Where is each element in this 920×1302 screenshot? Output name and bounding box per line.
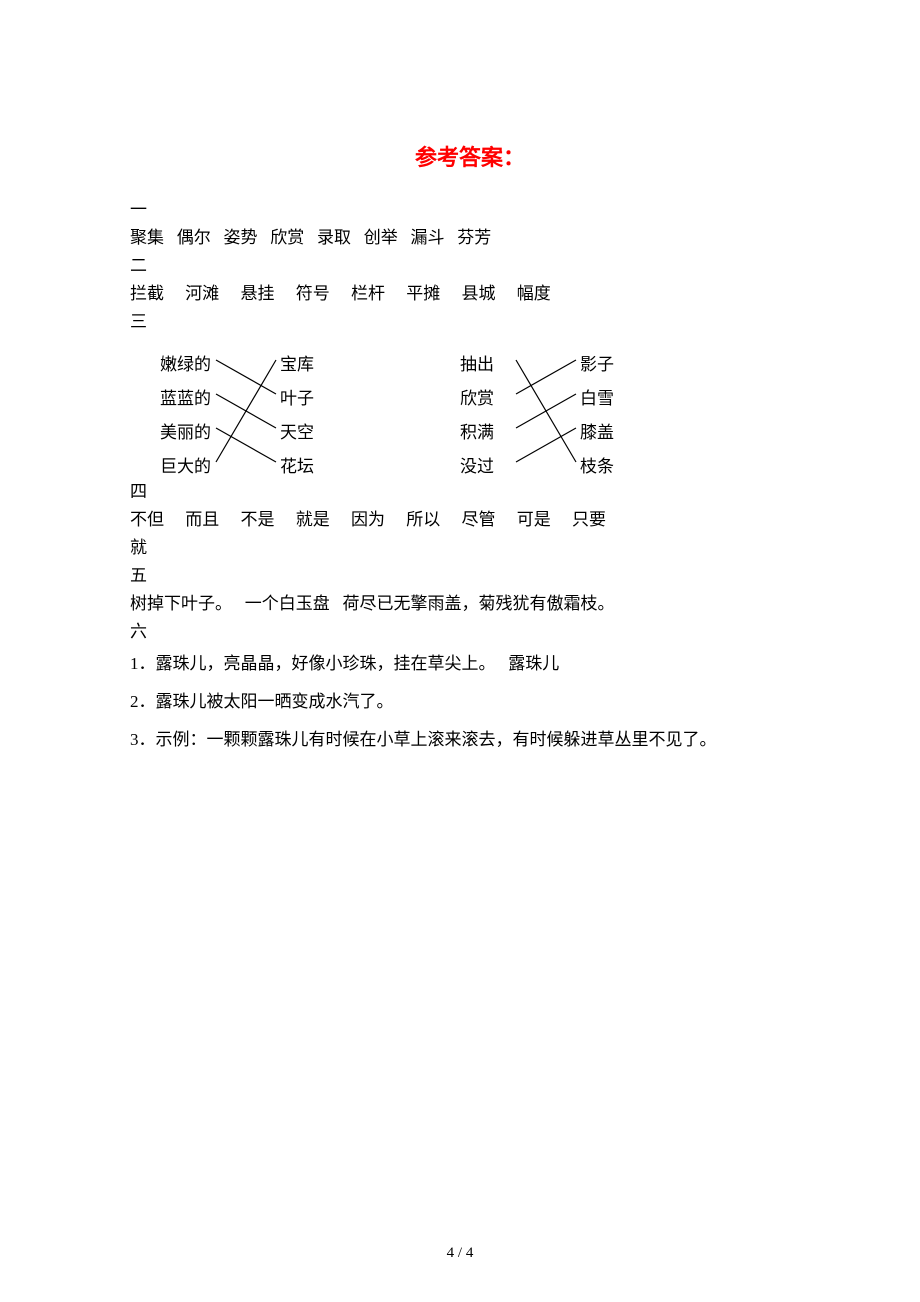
match-right-group-right-0: 影子 xyxy=(580,350,614,375)
section-5-text: 树掉下叶子。 一个白玉盘 荷尽已无擎雨盖，菊残犹有傲霜枝。 xyxy=(130,590,810,618)
match-left-group-left-1: 蓝蓝的 xyxy=(160,384,211,409)
match-left-group-edge-2-3 xyxy=(216,428,276,462)
match-right-group-left-3: 没过 xyxy=(460,452,494,477)
match-left-group-right-1: 叶子 xyxy=(280,384,314,409)
section-4-label: 四 xyxy=(130,478,810,506)
match-left-group-left-0: 嫩绿的 xyxy=(160,350,211,375)
section-6-item-3: 3．示例：一颗颗露珠儿有时候在小草上滚来滚去，有时候躲进草丛里不见了。 xyxy=(130,726,810,754)
section-6-item-2: 2．露珠儿被太阳一晒变成水汽了。 xyxy=(130,688,810,716)
match-left-group-edge-3-0 xyxy=(216,360,276,462)
section-4-line2: 就 xyxy=(130,534,810,562)
section-6-item-1: 1．露珠儿，亮晶晶，好像小珍珠，挂在草尖上。 露珠儿 xyxy=(130,650,810,678)
match-right-group-edge-1-0 xyxy=(516,360,576,394)
title-text: 参考答案： xyxy=(415,145,525,170)
section-6-label: 六 xyxy=(130,618,810,646)
page-footer: 4 / 4 xyxy=(0,1245,920,1262)
match-left-group-right-3: 花坛 xyxy=(280,452,314,477)
section-3-label: 三 xyxy=(130,308,810,336)
matching-diagram: 嫩绿的蓝蓝的美丽的巨大的宝库叶子天空花坛抽出欣赏积满没过影子白雪膝盖枝条 xyxy=(130,342,670,472)
match-right-group-edge-2-1 xyxy=(516,394,576,428)
match-right-group-right-1: 白雪 xyxy=(580,384,614,409)
match-right-group-edge-3-2 xyxy=(516,428,576,462)
match-right-group-right-3: 枝条 xyxy=(580,452,614,477)
match-left-group-left-3: 巨大的 xyxy=(160,452,211,477)
page: 参考答案： 一 聚集 偶尔 姿势 欣赏 录取 创举 漏斗 芬芳 二 拦截 河滩 … xyxy=(0,0,920,1302)
match-left-group-edge-0-1 xyxy=(216,360,276,394)
match-right-group-left-0: 抽出 xyxy=(460,350,494,375)
section-4-line1: 不但 而且 不是 就是 因为 所以 尽管 可是 只要 xyxy=(130,506,810,534)
match-right-group-right-2: 膝盖 xyxy=(580,418,614,443)
section-1-words: 聚集 偶尔 姿势 欣赏 录取 创举 漏斗 芬芳 xyxy=(130,224,810,252)
section-5-label: 五 xyxy=(130,562,810,590)
page-title: 参考答案： xyxy=(130,140,810,172)
match-left-group-right-0: 宝库 xyxy=(280,350,314,375)
match-right-group-left-1: 欣赏 xyxy=(460,384,494,409)
match-right-group-left-2: 积满 xyxy=(460,418,494,443)
match-left-group-left-2: 美丽的 xyxy=(160,418,211,443)
section-2-words: 拦截 河滩 悬挂 符号 栏杆 平摊 县城 幅度 xyxy=(130,280,810,308)
match-left-group-right-2: 天空 xyxy=(280,418,314,443)
section-1-label: 一 xyxy=(130,196,810,224)
section-2-label: 二 xyxy=(130,252,810,280)
